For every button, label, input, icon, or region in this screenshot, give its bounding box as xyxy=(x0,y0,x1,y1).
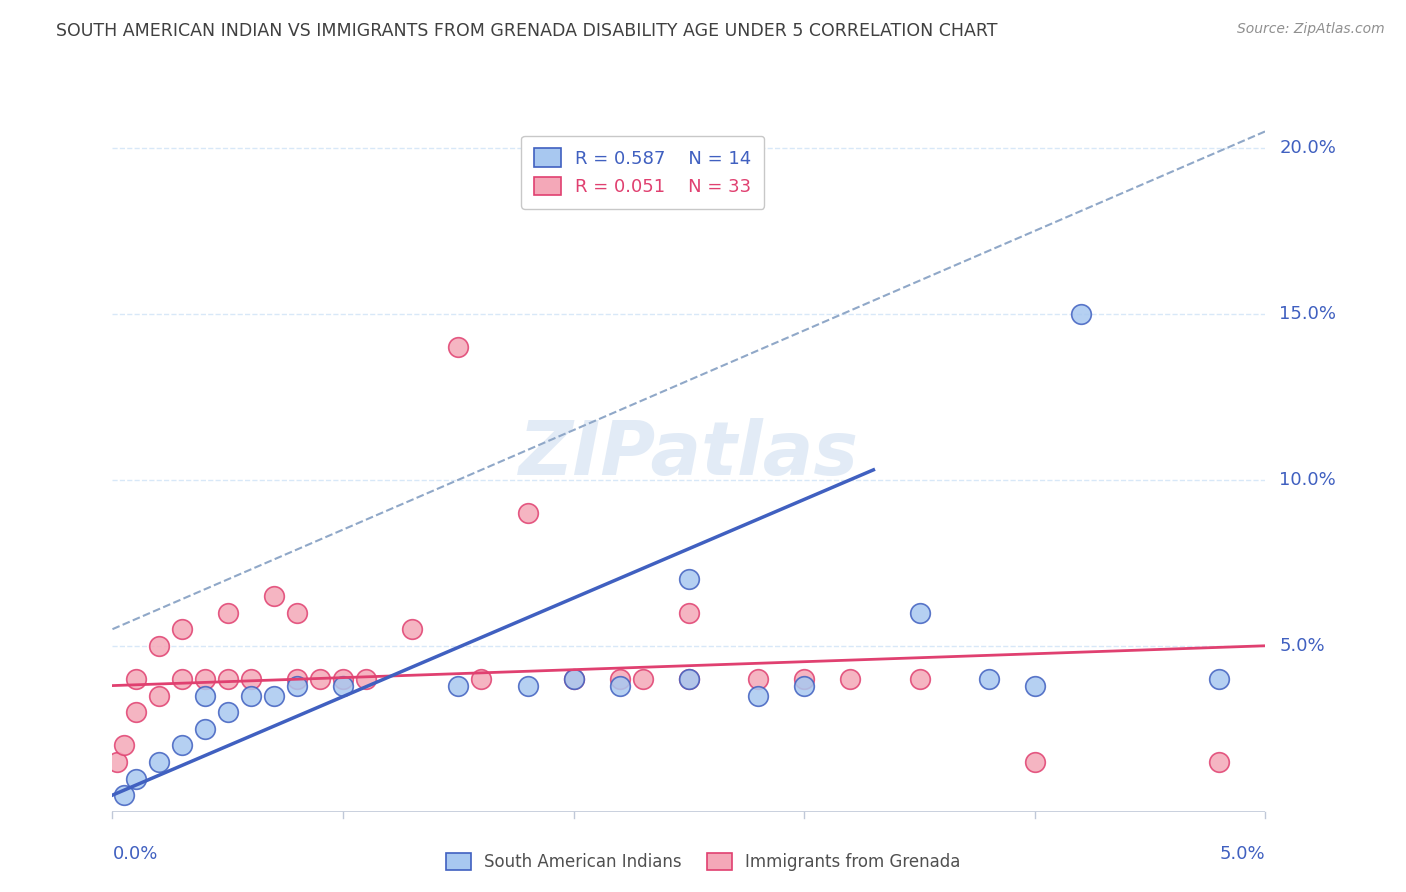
Point xyxy=(678,672,700,686)
Text: 5.0%: 5.0% xyxy=(1279,637,1324,655)
Point xyxy=(793,679,815,693)
Point xyxy=(977,672,1000,686)
Point xyxy=(609,679,631,693)
Point xyxy=(309,672,332,686)
Point xyxy=(148,755,170,769)
Point xyxy=(747,689,769,703)
Text: 0.0%: 0.0% xyxy=(112,845,157,863)
Point xyxy=(217,705,239,719)
Point xyxy=(678,573,700,587)
Point xyxy=(631,672,654,686)
Point xyxy=(562,672,585,686)
Point xyxy=(609,672,631,686)
Point xyxy=(747,672,769,686)
Point xyxy=(148,689,170,703)
Point xyxy=(263,589,285,603)
Text: 20.0%: 20.0% xyxy=(1279,139,1336,157)
Point xyxy=(217,606,239,620)
Point xyxy=(1024,679,1046,693)
Point xyxy=(285,672,308,686)
Point xyxy=(1208,755,1230,769)
Point xyxy=(105,755,128,769)
Point xyxy=(217,672,239,686)
Point xyxy=(239,689,262,703)
Point xyxy=(1024,755,1046,769)
Point xyxy=(285,606,308,620)
Point xyxy=(516,679,538,693)
Point xyxy=(112,788,135,802)
Point xyxy=(354,672,377,686)
Text: ZIPatlas: ZIPatlas xyxy=(519,418,859,491)
Point xyxy=(678,606,700,620)
Point xyxy=(908,672,931,686)
Text: Source: ZipAtlas.com: Source: ZipAtlas.com xyxy=(1237,22,1385,37)
Point xyxy=(470,672,492,686)
Text: 5.0%: 5.0% xyxy=(1220,845,1265,863)
Legend: South American Indians, Immigrants from Grenada: South American Indians, Immigrants from … xyxy=(437,845,969,880)
Text: SOUTH AMERICAN INDIAN VS IMMIGRANTS FROM GRENADA DISABILITY AGE UNDER 5 CORRELAT: SOUTH AMERICAN INDIAN VS IMMIGRANTS FROM… xyxy=(56,22,998,40)
Point xyxy=(194,722,217,736)
Point xyxy=(332,679,354,693)
Point xyxy=(148,639,170,653)
Point xyxy=(285,679,308,693)
Point xyxy=(263,689,285,703)
Point xyxy=(1208,672,1230,686)
Point xyxy=(401,622,423,636)
Point xyxy=(562,672,585,686)
Point xyxy=(124,672,146,686)
Point xyxy=(194,689,217,703)
Point xyxy=(170,739,193,753)
Point xyxy=(124,705,146,719)
Point xyxy=(908,606,931,620)
Point xyxy=(839,672,862,686)
Point xyxy=(793,672,815,686)
Point xyxy=(332,672,354,686)
Point xyxy=(678,672,700,686)
Point xyxy=(447,340,470,354)
Point xyxy=(239,672,262,686)
Point xyxy=(194,672,217,686)
Point xyxy=(170,672,193,686)
Point xyxy=(112,739,135,753)
Point xyxy=(170,622,193,636)
Legend: R = 0.587    N = 14, R = 0.051    N = 33: R = 0.587 N = 14, R = 0.051 N = 33 xyxy=(522,136,765,209)
Text: 15.0%: 15.0% xyxy=(1279,305,1336,323)
Text: 10.0%: 10.0% xyxy=(1279,471,1336,489)
Point xyxy=(124,772,146,786)
Point xyxy=(516,506,538,520)
Point xyxy=(1070,307,1092,321)
Point xyxy=(447,679,470,693)
